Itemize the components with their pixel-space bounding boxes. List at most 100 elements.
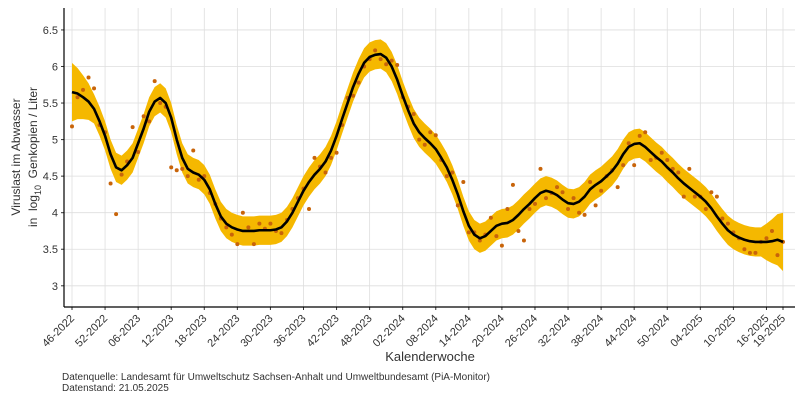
data-point [323, 170, 328, 175]
x-tick-label: 32-2024 [536, 313, 573, 350]
data-point [86, 75, 91, 80]
data-point [632, 163, 637, 168]
x-tick-label: 36-2023 [272, 313, 309, 350]
data-point [455, 203, 460, 208]
data-point [257, 221, 262, 226]
data-point [521, 238, 526, 243]
data-point [538, 166, 543, 171]
caption: Datenstand: 21.05.2025 [62, 383, 169, 394]
data-point [615, 185, 620, 190]
x-tick-label: 12-2023 [139, 313, 176, 350]
data-point [334, 150, 339, 155]
x-tick-label: 52-2022 [73, 313, 110, 350]
data-point [351, 93, 356, 98]
x-tick-label: 48-2023 [338, 313, 375, 350]
data-point [240, 210, 245, 215]
data-point [588, 179, 593, 184]
data-point [692, 194, 697, 199]
data-point [389, 58, 394, 63]
data-point [312, 155, 317, 160]
data-point [571, 196, 576, 201]
data-point [307, 207, 311, 212]
x-tick-label: 02-2024 [371, 313, 408, 350]
data-point [747, 250, 752, 255]
data-point [626, 141, 631, 146]
data-point [665, 158, 670, 163]
data-point [555, 185, 560, 190]
data-point [251, 242, 256, 247]
data-point [764, 236, 769, 241]
y-tick-label: 3.5 [43, 244, 58, 256]
x-tick-label: 44-2024 [602, 313, 639, 350]
data-point [637, 133, 642, 138]
x-tick-label: 18-2023 [172, 313, 209, 350]
y-axis-label-sub: 10 [33, 185, 43, 195]
x-tick-label: 26-2024 [503, 313, 540, 350]
data-point [681, 194, 686, 199]
y-tick-label: 5.5 [43, 98, 58, 110]
x-tick-label: 24-2023 [205, 313, 242, 350]
x-tick-label: 50-2024 [635, 313, 672, 350]
data-point [703, 207, 708, 212]
y-axis-label-part: Genkopien / Liter [26, 87, 40, 185]
data-point [720, 216, 725, 221]
data-point [494, 234, 499, 239]
data-point [643, 130, 648, 135]
x-tick-label: 30-2023 [239, 313, 276, 350]
fit-line [71, 52, 784, 244]
caption: Datenquelle: Landesamt für Umweltschutz … [62, 372, 490, 383]
data-point [775, 253, 780, 258]
y-axis-label: in log10 Genkopien / Liter [26, 87, 43, 227]
data-point [279, 231, 284, 236]
data-point [81, 87, 86, 92]
y-tick-label: 6 [52, 61, 58, 73]
x-tick-label: 46-2022 [40, 313, 77, 350]
data-point [70, 124, 74, 129]
data-point [599, 188, 604, 193]
data-point [714, 194, 719, 199]
data-point [191, 148, 196, 153]
data-point [180, 166, 185, 171]
x-tick-label: 14-2024 [437, 313, 474, 350]
data-point [477, 238, 482, 243]
data-point [676, 170, 681, 175]
data-point [152, 79, 157, 84]
data-point [356, 80, 361, 85]
data-point [422, 142, 427, 147]
data-point [544, 196, 548, 201]
data-point [174, 168, 179, 173]
x-axis-label: Kalenderwoche [385, 349, 475, 364]
data-point [433, 133, 438, 138]
data-point [510, 182, 515, 187]
y-tick-label: 5 [52, 135, 58, 147]
data-point [516, 228, 521, 233]
data-point [450, 170, 455, 175]
data-point [147, 119, 152, 124]
data-point [560, 190, 565, 195]
data-point [621, 163, 626, 168]
data-point [466, 230, 471, 235]
x-tick-label: 38-2024 [569, 313, 606, 350]
data-point [329, 155, 334, 160]
data-point [577, 210, 582, 215]
data-point [566, 207, 571, 212]
data-point [169, 165, 174, 170]
data-point [505, 207, 510, 212]
data-point [659, 150, 664, 155]
data-point [417, 137, 422, 142]
data-point [488, 215, 493, 220]
data-point [769, 228, 774, 233]
y-tick-label: 6.5 [43, 25, 58, 37]
data-point [373, 48, 378, 53]
x-tick-label: 10-2025 [701, 313, 738, 350]
data-point [268, 221, 273, 226]
data-point [709, 190, 714, 195]
y-tick-label: 4 [52, 208, 58, 220]
data-point [75, 95, 80, 100]
data-point [224, 225, 229, 230]
y-tick-label: 4.5 [43, 171, 58, 183]
data-point [246, 225, 251, 230]
data-point [92, 86, 97, 91]
data-point [141, 114, 146, 119]
